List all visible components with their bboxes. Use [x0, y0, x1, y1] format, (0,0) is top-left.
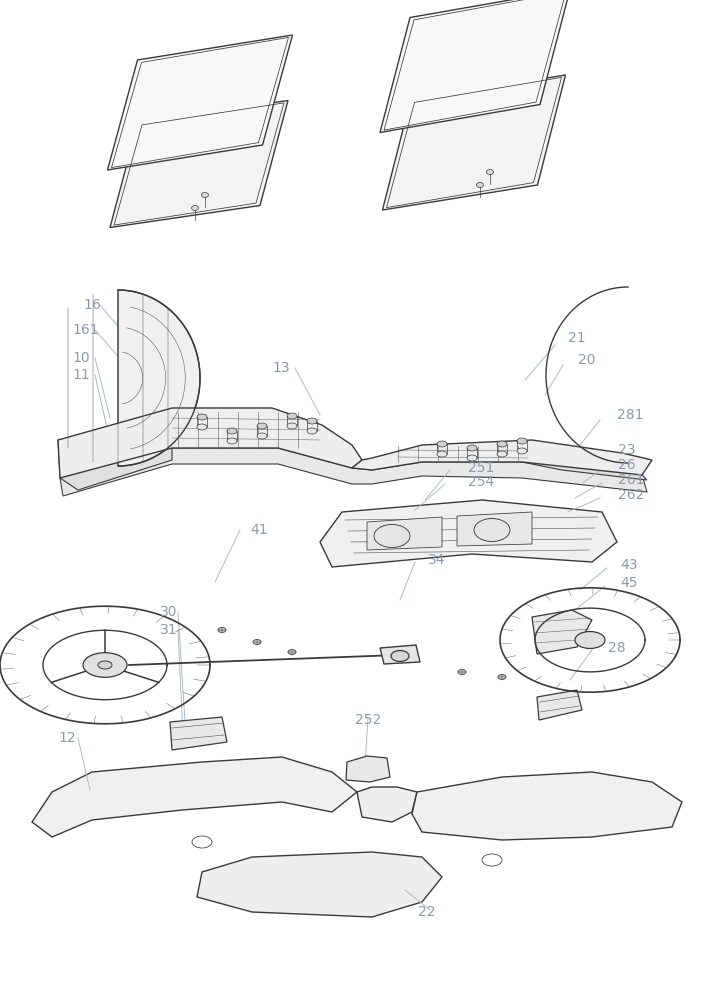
Polygon shape [60, 448, 647, 496]
Polygon shape [110, 101, 288, 228]
Ellipse shape [374, 524, 410, 548]
Ellipse shape [575, 632, 605, 648]
Text: 251: 251 [468, 461, 494, 475]
Polygon shape [537, 690, 582, 720]
Ellipse shape [437, 451, 447, 457]
Text: 22: 22 [418, 905, 436, 919]
Ellipse shape [227, 438, 237, 444]
Ellipse shape [257, 423, 267, 429]
Text: 45: 45 [620, 576, 638, 590]
Polygon shape [346, 756, 390, 782]
Ellipse shape [391, 650, 409, 662]
Polygon shape [457, 512, 532, 546]
Polygon shape [197, 852, 442, 917]
Ellipse shape [287, 413, 297, 419]
Text: 43: 43 [620, 558, 638, 572]
Ellipse shape [83, 653, 127, 677]
Polygon shape [107, 35, 292, 170]
Ellipse shape [467, 445, 477, 451]
Ellipse shape [197, 414, 207, 420]
Ellipse shape [307, 418, 317, 424]
Ellipse shape [517, 438, 527, 444]
Polygon shape [352, 440, 652, 475]
Ellipse shape [486, 169, 493, 174]
Text: 28: 28 [608, 641, 626, 655]
Ellipse shape [474, 518, 510, 542]
Text: 30: 30 [160, 605, 177, 619]
Text: 41: 41 [250, 523, 268, 537]
Text: 13: 13 [272, 361, 289, 375]
Polygon shape [320, 500, 617, 567]
Polygon shape [118, 290, 200, 466]
Ellipse shape [227, 428, 237, 434]
Ellipse shape [98, 661, 112, 669]
Text: 26: 26 [618, 458, 635, 472]
Polygon shape [522, 453, 647, 480]
Ellipse shape [253, 640, 261, 645]
Text: 23: 23 [618, 443, 635, 457]
Polygon shape [58, 440, 172, 490]
Text: 10: 10 [72, 351, 90, 365]
Polygon shape [367, 517, 442, 550]
Ellipse shape [467, 455, 477, 461]
Ellipse shape [287, 423, 297, 429]
Ellipse shape [257, 433, 267, 439]
Polygon shape [383, 75, 566, 210]
Ellipse shape [197, 424, 207, 430]
Polygon shape [380, 645, 420, 664]
Polygon shape [532, 610, 592, 654]
Text: 34: 34 [428, 553, 445, 567]
Polygon shape [380, 0, 570, 132]
Text: 262: 262 [618, 488, 645, 502]
Ellipse shape [218, 628, 226, 633]
Ellipse shape [201, 192, 208, 198]
Ellipse shape [497, 451, 507, 457]
Polygon shape [170, 717, 227, 750]
Ellipse shape [307, 428, 317, 434]
Ellipse shape [458, 670, 466, 674]
Polygon shape [412, 772, 682, 840]
Polygon shape [32, 757, 357, 837]
Ellipse shape [288, 650, 296, 654]
Text: 31: 31 [160, 623, 178, 637]
Polygon shape [58, 408, 362, 478]
Ellipse shape [191, 206, 198, 211]
Text: 12: 12 [58, 731, 76, 745]
Text: 20: 20 [578, 353, 595, 367]
Text: 161: 161 [72, 323, 99, 337]
Ellipse shape [497, 441, 507, 447]
Ellipse shape [437, 441, 447, 447]
Text: 16: 16 [83, 298, 101, 312]
Text: 254: 254 [468, 475, 494, 489]
Ellipse shape [498, 674, 506, 680]
Polygon shape [357, 787, 417, 822]
Text: 281: 281 [617, 408, 643, 422]
Text: 21: 21 [568, 331, 585, 345]
Text: 261: 261 [618, 473, 645, 487]
Text: 252: 252 [355, 713, 381, 727]
Ellipse shape [477, 182, 484, 188]
Ellipse shape [517, 448, 527, 454]
Text: 11: 11 [72, 368, 90, 382]
